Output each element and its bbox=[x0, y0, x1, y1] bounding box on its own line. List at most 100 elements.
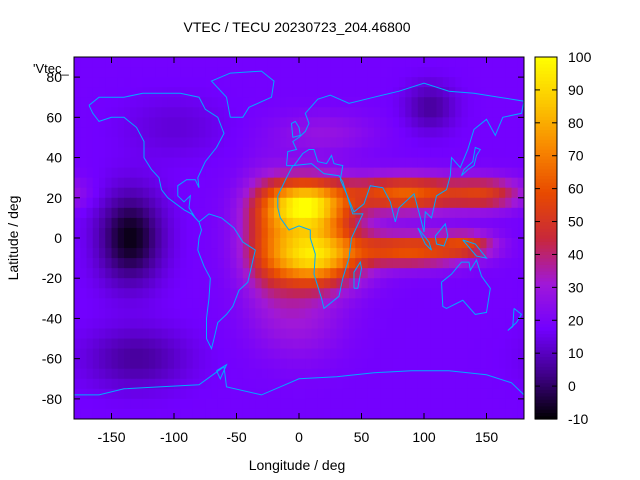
heatmap-cell bbox=[336, 197, 344, 209]
colorbar-swatch bbox=[535, 366, 557, 371]
heatmap-cell bbox=[236, 197, 244, 209]
heatmap-cell bbox=[255, 167, 262, 179]
heatmap-cell bbox=[230, 157, 237, 169]
heatmap-cell bbox=[461, 358, 469, 370]
heatmap-cell bbox=[305, 67, 312, 78]
heatmap-cell bbox=[136, 207, 144, 219]
heatmap-cell bbox=[411, 368, 419, 380]
heatmap-cell bbox=[174, 258, 181, 269]
heatmap-cell bbox=[474, 378, 481, 390]
heatmap-cell bbox=[217, 67, 225, 78]
heatmap-cell bbox=[99, 378, 106, 390]
heatmap-cell bbox=[136, 368, 144, 380]
heatmap-cell bbox=[199, 358, 206, 370]
heatmap-cell bbox=[292, 217, 300, 229]
heatmap-cell bbox=[155, 348, 162, 360]
heatmap-cell bbox=[505, 97, 512, 108]
heatmap-cell bbox=[174, 398, 181, 410]
heatmap-cell bbox=[80, 298, 87, 309]
heatmap-cell bbox=[199, 177, 206, 189]
heatmap-cell bbox=[380, 408, 387, 420]
heatmap-cell bbox=[392, 227, 400, 239]
heatmap-cell bbox=[517, 67, 525, 78]
heatmap-cell bbox=[280, 187, 287, 199]
heatmap-cell bbox=[511, 288, 519, 299]
heatmap-cell bbox=[330, 388, 337, 400]
heatmap-cell bbox=[367, 308, 375, 319]
heatmap-cell bbox=[474, 207, 481, 219]
heatmap-cell bbox=[392, 408, 400, 420]
heatmap-cell bbox=[105, 408, 112, 420]
heatmap-cell bbox=[361, 308, 369, 319]
heatmap-cell bbox=[442, 217, 450, 229]
heatmap-cell bbox=[205, 137, 212, 148]
heatmap-cell bbox=[405, 308, 412, 319]
heatmap-cell bbox=[280, 97, 287, 108]
heatmap-cell bbox=[192, 57, 200, 68]
heatmap-cell bbox=[511, 107, 519, 118]
heatmap-cell bbox=[392, 157, 400, 169]
heatmap-cell bbox=[92, 67, 100, 78]
heatmap-cell bbox=[186, 57, 194, 68]
heatmap-cell bbox=[224, 368, 231, 380]
heatmap-cell bbox=[174, 358, 181, 370]
heatmap-cell bbox=[180, 258, 187, 269]
heatmap-cell bbox=[74, 167, 81, 179]
heatmap-cell bbox=[99, 147, 106, 159]
heatmap-cell bbox=[399, 378, 406, 390]
heatmap-cell bbox=[411, 348, 419, 360]
heatmap-cell bbox=[380, 258, 387, 269]
heatmap-cell bbox=[161, 378, 169, 390]
heatmap-cell bbox=[167, 378, 175, 390]
heatmap-cell bbox=[124, 137, 131, 148]
heatmap-cell bbox=[105, 227, 112, 239]
colorbar-swatch bbox=[535, 142, 557, 147]
heatmap-cell bbox=[86, 147, 94, 159]
heatmap-cell bbox=[224, 187, 231, 199]
colorbar-swatch bbox=[535, 159, 557, 163]
heatmap-cell bbox=[124, 147, 131, 159]
heatmap-cell bbox=[249, 67, 256, 78]
heatmap-cell bbox=[167, 348, 175, 360]
heatmap-cell bbox=[267, 137, 275, 148]
heatmap-cell bbox=[411, 157, 419, 169]
heatmap-cell bbox=[467, 408, 475, 420]
heatmap-cell bbox=[374, 117, 381, 128]
heatmap-cell bbox=[236, 268, 244, 279]
heatmap-cell bbox=[236, 187, 244, 199]
heatmap-cell bbox=[399, 328, 406, 340]
heatmap-cell bbox=[230, 107, 237, 118]
heatmap-cell bbox=[142, 187, 150, 199]
heatmap-cell bbox=[236, 177, 244, 189]
heatmap-cell bbox=[167, 268, 175, 279]
heatmap-cell bbox=[186, 147, 194, 159]
heatmap-cell bbox=[192, 197, 200, 209]
heatmap-cell bbox=[292, 87, 300, 98]
heatmap-cell bbox=[492, 248, 500, 259]
heatmap-cell bbox=[467, 57, 475, 68]
heatmap-cell bbox=[405, 368, 412, 380]
heatmap-cell bbox=[305, 248, 312, 259]
heatmap-cell bbox=[105, 157, 112, 169]
heatmap-cell bbox=[380, 197, 387, 209]
heatmap-cell bbox=[167, 197, 175, 209]
heatmap-cell bbox=[299, 97, 306, 108]
heatmap-cell bbox=[305, 328, 312, 340]
heatmap-cell bbox=[399, 388, 406, 400]
heatmap-cell bbox=[517, 348, 525, 360]
heatmap-cell bbox=[205, 97, 212, 108]
heatmap-cell bbox=[461, 248, 469, 259]
heatmap-cell bbox=[242, 127, 250, 138]
heatmap-cell bbox=[199, 378, 206, 390]
heatmap-cell bbox=[492, 217, 500, 229]
heatmap-cell bbox=[411, 318, 419, 329]
heatmap-cell bbox=[230, 57, 237, 68]
heatmap-cell bbox=[86, 117, 94, 128]
heatmap-cell bbox=[99, 227, 106, 239]
heatmap-cell bbox=[255, 318, 262, 329]
heatmap-cell bbox=[499, 57, 506, 68]
heatmap-cell bbox=[155, 147, 162, 159]
heatmap-cell bbox=[217, 147, 225, 159]
heatmap-cell bbox=[280, 358, 287, 370]
colorbar-swatch bbox=[535, 274, 557, 279]
